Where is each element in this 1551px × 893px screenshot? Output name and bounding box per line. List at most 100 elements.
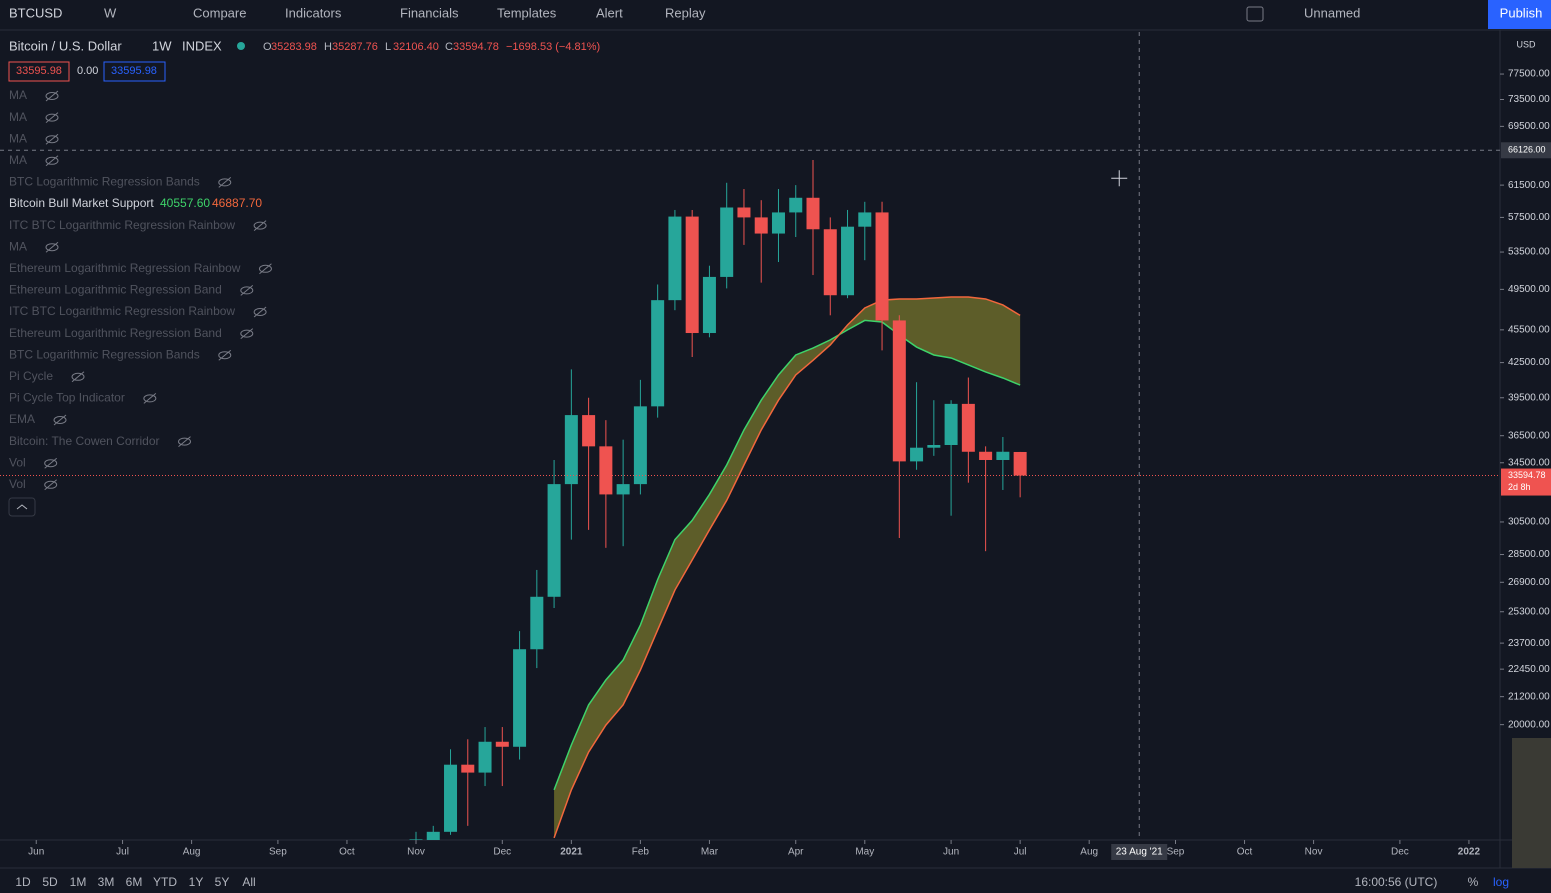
- bid-box[interactable]: [8, 61, 70, 82]
- crosshair-price-label: 66126.00: [1508, 145, 1546, 155]
- ohlc-label: H: [324, 41, 332, 53]
- hidden-eye-icon[interactable]: [71, 372, 85, 381]
- x-tick-label: Dec: [1391, 847, 1409, 858]
- x-tick-label: Nov: [1305, 847, 1323, 858]
- y-tick-label: 77500.00: [1508, 69, 1550, 80]
- side-widget: [1512, 738, 1551, 868]
- cursor-cross: [1111, 170, 1128, 187]
- y-tick-label: 28500.00: [1508, 549, 1550, 560]
- ohlc-label: O: [263, 41, 272, 53]
- range-button[interactable]: All: [242, 875, 255, 889]
- layout-icon[interactable]: [1246, 6, 1264, 22]
- x-tick-label: Sep: [1167, 847, 1185, 858]
- hidden-eye-icon[interactable]: [44, 459, 58, 468]
- collapse-button[interactable]: [8, 497, 36, 517]
- hidden-eye-slash: [178, 436, 191, 447]
- indicator-name: Ethereum Logarithmic Regression Rainbow: [9, 261, 241, 275]
- candle-body: [702, 276, 716, 334]
- y-tick-label: 73500.00: [1508, 94, 1550, 105]
- y-tick-label: 69500.00: [1508, 121, 1550, 132]
- hidden-eye-icon[interactable]: [143, 394, 157, 403]
- hidden-eye-icon[interactable]: [240, 329, 254, 338]
- x-tick-label: May: [855, 847, 874, 858]
- indicator-name: Pi Cycle Top Indicator: [9, 391, 125, 405]
- hidden-eye-icon[interactable]: [45, 156, 59, 165]
- toolbar-button: Compare: [193, 5, 246, 20]
- candle-body: [823, 229, 837, 296]
- y-tick-label: 22450.00: [1508, 664, 1550, 675]
- candle-body: [1013, 451, 1027, 476]
- hidden-eye-icon[interactable]: [253, 308, 267, 316]
- range-button[interactable]: 5D: [42, 875, 58, 889]
- x-tick-label: Nov: [407, 847, 425, 858]
- hidden-eye-icon[interactable]: [53, 416, 67, 424]
- toolbar-button: Financials: [400, 5, 459, 20]
- percent-toggle[interactable]: %: [1468, 875, 1479, 889]
- hidden-eye-slash: [240, 328, 254, 339]
- candle-body: [409, 839, 423, 840]
- x-tick-label: Feb: [632, 847, 650, 858]
- x-tick-label: Aug: [1080, 847, 1098, 858]
- candle-body: [616, 484, 630, 495]
- candle-body: [685, 216, 699, 334]
- range-button[interactable]: 5Y: [215, 875, 230, 889]
- hidden-eye-icon[interactable]: [240, 286, 254, 295]
- y-tick-label: 45500.00: [1508, 324, 1550, 335]
- interval-button: W: [104, 5, 117, 20]
- indicator-value: 46887.70: [212, 196, 262, 210]
- x-tick-label: Jul: [116, 847, 129, 858]
- y-tick-label: 49500.00: [1508, 284, 1550, 295]
- hidden-eye-icon[interactable]: [218, 178, 232, 187]
- candle-body: [461, 764, 475, 773]
- toolbar-button: Indicators: [285, 5, 342, 20]
- hidden-eye-slash: [45, 155, 59, 167]
- hidden-eye-icon[interactable]: [253, 221, 267, 230]
- clock: 16:00:56 (UTC): [1355, 875, 1438, 889]
- market-status-dot: [237, 42, 245, 50]
- log-toggle[interactable]: log: [1493, 875, 1509, 889]
- candle-body: [547, 484, 561, 597]
- currency-label: USD: [1516, 39, 1536, 49]
- hidden-eye-icon[interactable]: [44, 480, 58, 489]
- indicator-name: MA: [9, 153, 27, 167]
- candle-body: [944, 403, 958, 446]
- range-button[interactable]: 1D: [15, 875, 31, 889]
- range-button[interactable]: YTD: [153, 875, 177, 889]
- candle-body: [426, 831, 440, 840]
- hidden-eye-icon[interactable]: [45, 135, 59, 144]
- range-button[interactable]: 1M: [70, 875, 87, 889]
- x-tick-label: Jun: [28, 847, 44, 858]
- indicator-name: Vol: [9, 477, 26, 491]
- indicator-name: ITC BTC Logarithmic Regression Rainbow: [9, 218, 235, 232]
- indicator-name: MA: [9, 110, 27, 124]
- candle-body: [875, 212, 889, 321]
- layout-name: Unnamed: [1304, 5, 1360, 20]
- y-tick-label: 26900.00: [1508, 577, 1550, 588]
- ask-box[interactable]: [103, 61, 166, 82]
- candle-body: [633, 406, 647, 485]
- hidden-eye-icon[interactable]: [258, 264, 272, 273]
- last-price-box: [1501, 468, 1551, 496]
- y-tick-label: 42500.00: [1508, 357, 1550, 368]
- candle-body: [599, 446, 613, 495]
- y-tick-label: 23700.00: [1508, 638, 1550, 649]
- x-tick-label: Oct: [339, 847, 355, 858]
- candle-body: [651, 300, 665, 407]
- symbol-title: Bitcoin / U.S. Dollar: [9, 38, 122, 53]
- candle-body: [979, 451, 993, 460]
- y-tick-label: 39500.00: [1508, 392, 1550, 403]
- hidden-eye-slash: [143, 393, 157, 404]
- publish-button[interactable]: [1488, 0, 1551, 29]
- hidden-eye-icon[interactable]: [178, 437, 192, 446]
- ohlc-value: 35287.76: [332, 41, 378, 53]
- hidden-eye-icon[interactable]: [45, 92, 59, 100]
- range-button[interactable]: 1Y: [189, 875, 204, 889]
- hidden-eye-icon[interactable]: [45, 243, 59, 252]
- indicator-name: Ethereum Logarithmic Regression Band: [9, 283, 222, 297]
- hidden-eye-icon[interactable]: [45, 113, 59, 122]
- range-button[interactable]: 3M: [98, 875, 115, 889]
- hidden-eye-slash: [44, 457, 58, 469]
- hidden-eye-icon[interactable]: [218, 351, 232, 360]
- range-button[interactable]: 6M: [126, 875, 143, 889]
